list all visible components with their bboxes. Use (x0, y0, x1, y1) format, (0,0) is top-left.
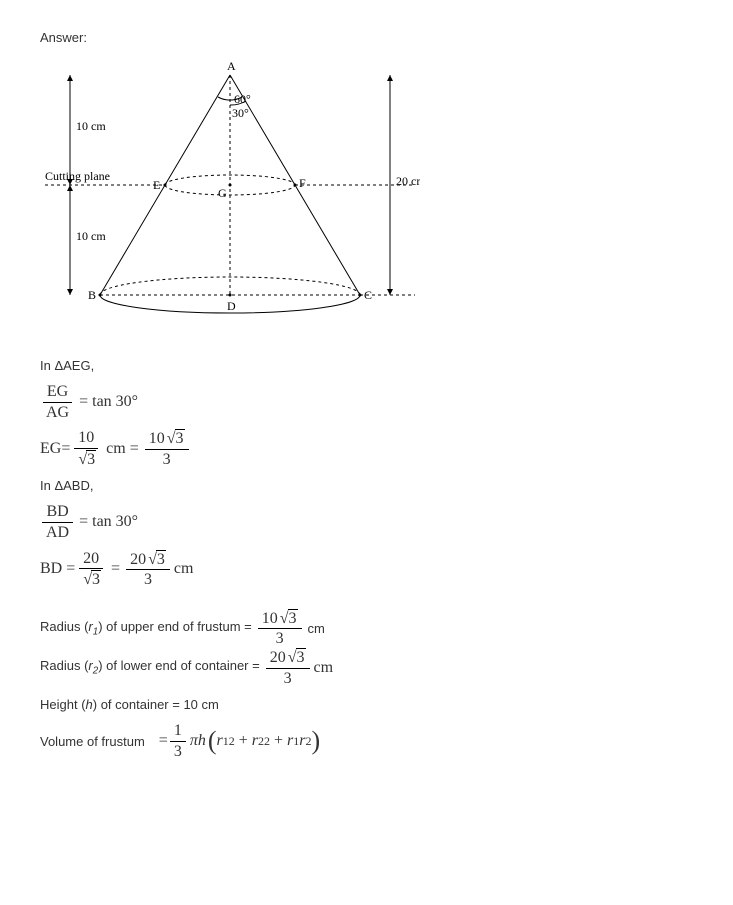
ag-den: AG (42, 403, 73, 422)
vol-pih: πh (190, 732, 206, 750)
eg-10r3-b: 3 (175, 429, 185, 448)
svg-text:60°: 60° (234, 92, 251, 106)
vol-label: Volume of frustum (40, 734, 145, 749)
r2-line: Radius (r2) of lower end of container = … (40, 648, 693, 687)
r1-10r3-a: 10 (262, 610, 278, 627)
eq-bd-ad: BD AD = tan 30° (40, 503, 693, 541)
bd-20r3-den: 3 (140, 570, 156, 589)
r1-10r3-b: 3 (288, 609, 298, 628)
in-aeg: In ΔAEG, (40, 358, 693, 373)
svg-text:B: B (88, 288, 96, 302)
r1-a: Radius ( (40, 619, 88, 634)
r1-cm: cm (308, 621, 325, 636)
eg-num: EG (43, 383, 72, 403)
bd-cm: cm (174, 560, 194, 578)
h-line: Height (h) of container = 10 cm (40, 697, 693, 712)
svg-text:Cutting plane: Cutting plane (45, 169, 110, 183)
eg-num-10: 10 (74, 429, 98, 449)
h-b: ) of container = 10 cm (93, 697, 219, 712)
r1-den: 3 (272, 629, 288, 648)
vol-p1: + (239, 732, 248, 750)
r2-b: ) of lower end of container = (98, 658, 260, 673)
svg-text:D: D (227, 299, 236, 313)
vol-line: Volume of frustum = 1 3 πh ( r12 + r22 +… (40, 722, 693, 760)
cm-eq-1: cm = (106, 440, 139, 458)
eg-label: EG= (40, 440, 70, 458)
vol-1: 1 (170, 722, 186, 742)
h-a: Height ( (40, 697, 86, 712)
eg-10r3-den: 3 (159, 450, 175, 469)
svg-text:10 cm: 10 cm (76, 229, 106, 243)
eq-eg-ag: EG AG = tan 30° (40, 383, 693, 421)
vol-3: 3 (170, 742, 186, 761)
tan30-1: = tan 30° (79, 393, 138, 411)
answer-label: Answer: (40, 30, 693, 45)
cone-diagram: A 60°30° Cutting plane E F G B C D 10 cm 10 cm 20 c… (40, 55, 693, 338)
tan30-2: = tan 30° (79, 513, 138, 531)
bd-20r3-a: 20 (130, 551, 146, 568)
r2-20r3-a: 20 (270, 649, 286, 666)
bd-20r3-b: 3 (156, 550, 166, 569)
svg-text:A: A (227, 59, 236, 73)
eg-den-sqrt3: 3 (86, 450, 96, 469)
svg-text:C: C (364, 288, 372, 302)
svg-text:20 cm: 20 cm (396, 174, 420, 188)
eq-eg-val: EG= 10 3 cm = 103 3 (40, 429, 693, 468)
eg-10r3-a: 10 (149, 430, 165, 447)
ad-den: AD (42, 523, 73, 542)
r2-cm: cm (314, 659, 334, 677)
r1-b: ) of upper end of frustum = (98, 619, 252, 634)
r2-20r3-b: 3 (296, 648, 306, 667)
bd-label: BD = (40, 560, 75, 578)
svg-text:F: F (299, 176, 306, 190)
r2-den: 3 (280, 669, 296, 688)
vol-p2: + (274, 732, 283, 750)
r2-a: Radius ( (40, 658, 88, 673)
r1-line: Radius (r1) of upper end of frustum = 10… (40, 609, 693, 648)
in-abd: In ΔABD, (40, 478, 693, 493)
bd-sqrt3: 3 (91, 570, 101, 589)
svg-text:G: G (218, 186, 227, 200)
svg-text:10 cm: 10 cm (76, 119, 106, 133)
eq-bd-val: BD = 20 3 = 203 3 cm (40, 550, 693, 589)
h-sym: h (86, 697, 93, 712)
svg-text:E: E (153, 178, 160, 192)
bd-num: BD (42, 503, 72, 523)
bd-20: 20 (79, 550, 103, 570)
svg-text:30°: 30° (232, 106, 249, 120)
